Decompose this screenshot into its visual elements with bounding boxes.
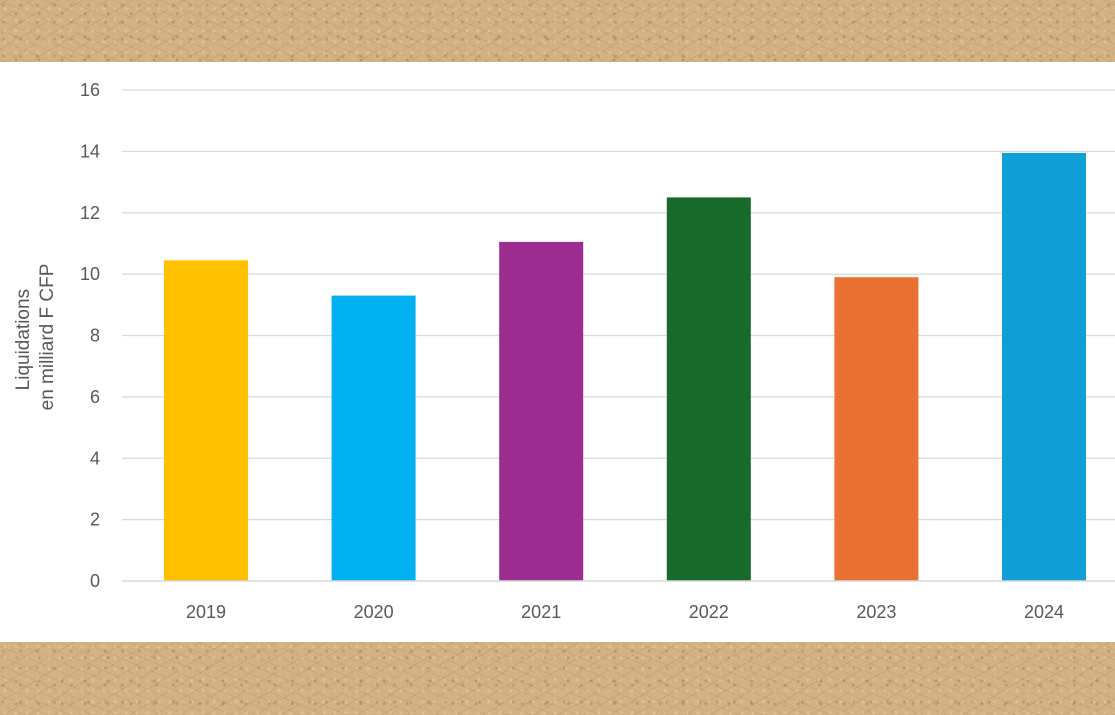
x-tick-label-2022: 2022 (689, 602, 729, 622)
y-tick-label: 0 (90, 571, 100, 591)
bar-2020 (331, 295, 416, 581)
x-tick-label-2023: 2023 (856, 602, 896, 622)
y-tick-label: 16 (80, 80, 100, 100)
y-tick-label: 4 (90, 448, 100, 468)
y-axis-title-line-2: en milliard F CFP (37, 264, 58, 411)
y-axis-tick-labels: 0 2 4 6 8 10 12 14 16 (80, 80, 100, 591)
y-tick-label: 6 (90, 387, 100, 407)
y-tick-label: 14 (80, 141, 100, 161)
bar-2023 (834, 277, 919, 581)
y-axis-title-line-1: Liquidations (13, 289, 34, 390)
y-tick-label: 10 (80, 264, 100, 284)
bar-chart: 0 2 4 6 8 10 12 14 16 2019 2020 2021 2022 2023 2024 L… (13, 80, 1115, 622)
bar-2021 (499, 241, 584, 581)
x-axis-tick-labels: 2019 2020 2021 2022 2023 2024 (186, 602, 1064, 622)
x-tick-label-2024: 2024 (1024, 602, 1064, 622)
x-tick-label-2019: 2019 (186, 602, 226, 622)
y-axis-title: Liquidations en milliard F CFP (13, 264, 58, 411)
bar-2024 (1002, 152, 1086, 582)
bars (164, 152, 1086, 582)
x-tick-label-2020: 2020 (354, 602, 394, 622)
x-tick-label-2021: 2021 (521, 602, 561, 622)
y-tick-label: 8 (90, 326, 100, 346)
chart-panel: 0 2 4 6 8 10 12 14 16 2019 2020 2021 2022 2023 2024 L… (0, 62, 1115, 642)
bar-2019 (164, 260, 248, 581)
y-tick-label: 2 (90, 510, 100, 530)
gridlines (122, 89, 1115, 521)
y-tick-label: 12 (80, 203, 100, 223)
bar-2022 (666, 197, 751, 581)
